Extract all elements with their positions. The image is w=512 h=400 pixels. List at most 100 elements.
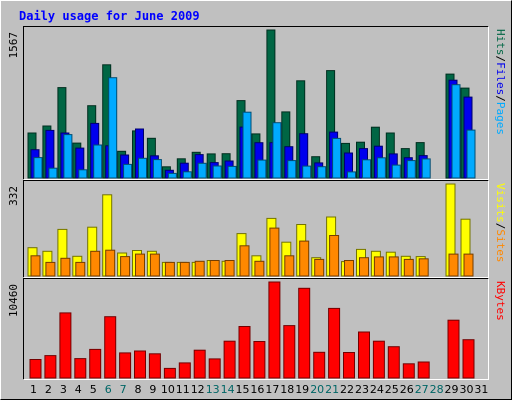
legend-entry-files: Files xyxy=(494,62,507,95)
bar-sites-day-24 xyxy=(373,256,384,277)
bar-sites-day-14 xyxy=(224,260,235,277)
bar-pages-day-16 xyxy=(257,159,267,179)
bar-pages-day-12 xyxy=(197,162,207,179)
bar-kbytes-day-1 xyxy=(29,359,42,379)
day-label: 31 xyxy=(474,383,488,396)
bar-kbytes-day-21 xyxy=(328,307,341,379)
day-label: 5 xyxy=(90,383,97,396)
bar-sites-day-23 xyxy=(359,257,369,277)
bar-sites-day-5 xyxy=(90,250,101,277)
panel-max-label: 1567 xyxy=(7,32,20,59)
bar-kbytes-day-17 xyxy=(268,281,281,379)
bar-sites-day-21 xyxy=(329,235,340,277)
bar-pages-day-3 xyxy=(63,134,73,179)
legend-entry-hits: Hits xyxy=(494,29,507,56)
bar-kbytes-day-23 xyxy=(358,331,370,379)
bar-sites-day-13 xyxy=(209,260,220,277)
bar-kbytes-day-6 xyxy=(104,316,117,379)
bar-sites-day-30 xyxy=(463,253,474,277)
bar-pages-day-5 xyxy=(93,144,103,179)
bar-kbytes-day-7 xyxy=(119,352,132,379)
bar-kbytes-day-10 xyxy=(163,367,176,379)
bar-kbytes-day-5 xyxy=(89,348,102,379)
day-label: 27 xyxy=(415,383,429,396)
day-label: 22 xyxy=(340,383,354,396)
day-label: 26 xyxy=(400,383,414,396)
bar-kbytes-day-24 xyxy=(372,340,385,379)
bar-pages-day-2 xyxy=(48,167,58,179)
legend-entry-sites: Sites xyxy=(494,229,507,262)
bar-pages-day-18 xyxy=(287,160,297,179)
bar-pages-day-4 xyxy=(78,169,88,179)
bar-sites-day-29 xyxy=(448,253,459,277)
bar-pages-day-20 xyxy=(317,166,327,179)
day-label: 19 xyxy=(295,383,309,396)
day-label: 24 xyxy=(370,383,384,396)
bar-pages-day-21 xyxy=(332,137,342,179)
bar-sites-day-2 xyxy=(45,261,56,277)
bar-kbytes-day-11 xyxy=(178,362,191,379)
legend-separator: / xyxy=(494,95,507,102)
bars-layer xyxy=(27,29,476,379)
bar-sites-day-6 xyxy=(105,249,116,277)
bar-pages-day-22 xyxy=(347,171,356,179)
bar-kbytes-day-3 xyxy=(59,312,72,379)
bar-kbytes-day-29 xyxy=(447,319,460,379)
bar-sites-day-26 xyxy=(403,258,414,277)
legend-separator: / xyxy=(494,223,507,230)
day-label: 9 xyxy=(149,383,156,396)
bar-pages-day-19 xyxy=(302,165,312,179)
legend-entry-kbytes: KBytes xyxy=(494,281,507,321)
panel-max-label: 332 xyxy=(7,186,20,206)
bar-kbytes-day-25 xyxy=(387,346,400,379)
bar-sites-day-22 xyxy=(344,260,354,277)
panel-frame-dark xyxy=(23,26,489,180)
bar-sites-day-7 xyxy=(120,256,131,277)
panel-legend: Hits/Files/Pages xyxy=(494,29,507,135)
day-label: 12 xyxy=(191,383,205,396)
day-label: 11 xyxy=(176,383,190,396)
day-label: 4 xyxy=(75,383,82,396)
bar-kbytes-day-19 xyxy=(298,287,311,379)
bar-pages-day-8 xyxy=(138,157,147,179)
bar-sites-day-25 xyxy=(388,256,399,277)
bar-pages-day-14 xyxy=(227,165,237,179)
bar-pages-day-30 xyxy=(466,129,476,179)
bar-sites-day-10 xyxy=(164,261,175,277)
panel-frame-dark xyxy=(23,180,489,278)
bar-kbytes-day-22 xyxy=(343,352,355,379)
day-label: 29 xyxy=(445,383,459,396)
bar-kbytes-day-2 xyxy=(44,355,57,379)
bar-kbytes-day-8 xyxy=(134,350,146,379)
legend-separator: / xyxy=(494,56,507,63)
bar-kbytes-day-9 xyxy=(148,353,161,379)
bar-sites-day-12 xyxy=(194,260,205,277)
panel-frame-light xyxy=(23,278,489,380)
panel-max-label: 10460 xyxy=(7,284,20,317)
chart-title: Daily usage for June 2009 xyxy=(19,9,200,23)
bar-pages-day-17 xyxy=(272,122,282,179)
bar-kbytes-day-15 xyxy=(238,326,251,379)
day-label: 1 xyxy=(30,383,37,396)
bar-kbytes-day-18 xyxy=(283,325,296,379)
bar-kbytes-day-12 xyxy=(193,349,206,379)
bar-sites-day-19 xyxy=(299,240,310,277)
bar-sites-day-8 xyxy=(135,253,145,277)
day-label: 15 xyxy=(236,383,250,396)
bar-pages-day-6 xyxy=(108,77,118,179)
bar-sites-day-17 xyxy=(269,227,280,277)
day-label: 21 xyxy=(325,383,339,396)
bar-pages-day-25 xyxy=(391,164,401,179)
bar-pages-day-11 xyxy=(182,171,192,179)
bar-sites-day-11 xyxy=(179,261,190,277)
bar-sites-day-3 xyxy=(60,257,71,277)
day-label: 25 xyxy=(385,383,399,396)
bar-pages-day-15 xyxy=(242,111,252,179)
bar-pages-day-26 xyxy=(406,160,416,179)
bar-kbytes-day-14 xyxy=(223,340,236,379)
bar-kbytes-day-30 xyxy=(462,339,475,379)
day-label: 13 xyxy=(206,383,220,396)
bar-sites-day-15 xyxy=(239,245,250,277)
